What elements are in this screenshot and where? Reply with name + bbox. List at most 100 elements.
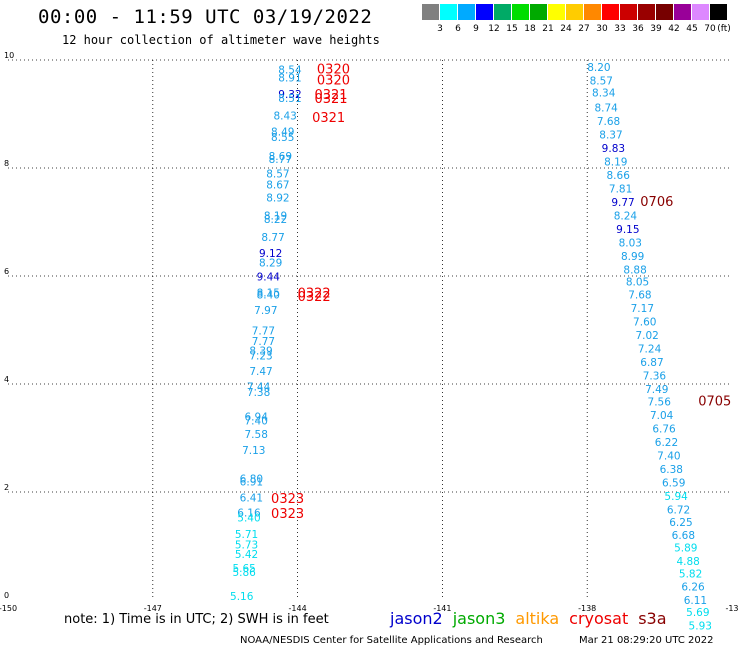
wave-height-value: 5.86 [232,567,256,579]
wave-height-value: 7.68 [597,116,620,128]
legend-label: 24 [560,24,572,34]
date-labels: 0320032003210321032103220322032303230706… [271,63,731,522]
wave-height-value: 5.93 [689,621,712,633]
wave-height-value: 6.87 [640,357,663,369]
wave-height-value: 7.36 [643,371,667,383]
wave-height-value: 8.22 [264,214,287,226]
wave-height-value: 7.60 [633,317,656,329]
y-tick-label: 2 [4,483,9,492]
wave-height-value: 6.16 [237,507,261,519]
satellite-name: s3a [638,609,667,628]
legend-label: 39 [650,24,662,34]
wave-height-value: 9.83 [602,143,625,155]
satellite-name: cryosat [569,609,629,628]
wave-height-value: 8.40 [257,290,280,302]
wave-height-value: 9.15 [616,224,639,236]
wave-height-value: 6.59 [662,478,685,490]
wave-height-value: 5.94 [664,491,688,503]
timestamp-text: Mar 21 08:29:20 UTC 2022 [579,635,714,646]
wave-height-value: 6.68 [672,530,695,542]
wave-height-value: 7.56 [648,397,672,409]
satellite-legend: jason2 jason3 altika cryosat s3a [390,609,677,628]
wave-height-value: 8.20 [587,62,610,74]
wave-height-value: 8.34 [592,88,616,100]
wave-height-value: 9.32 [278,89,301,101]
legend-swatch [512,4,529,20]
y-tick-label: 4 [4,375,9,384]
y-tick-label: 10 [4,51,14,60]
wave-height-value: 5.65 [232,563,255,575]
wave-height-value: 8.91 [278,73,301,85]
date-label: 0706 [640,195,673,210]
wave-height-value: 8.49 [271,127,294,139]
legend-swatch [548,4,565,20]
axis-labels: -150 -147 -144 -141 -138 -13 0 2 4 6 8 10 [0,51,739,613]
legend-swatch [656,4,673,20]
wave-height-value: 7.49 [645,384,668,396]
wave-height-value: 8.05 [626,277,649,289]
x-tick-label: -147 [144,604,162,613]
wave-height-value: 6.26 [681,581,705,593]
date-label: 0321 [314,88,347,103]
wave-height-value: 8.74 [594,102,618,114]
legend-label: 21 [542,24,554,34]
legend-swatch [674,4,691,20]
wave-height-value: 6.72 [667,505,690,517]
wave-height-value: 5.89 [674,542,697,554]
wave-height-value: 8.67 [266,180,289,192]
legend-label: 18 [524,24,536,34]
legend-swatch [422,4,439,20]
wave-height-value: 7.40 [657,451,680,463]
wave-height-value: 5.71 [235,529,258,541]
legend-label: 70 [704,24,716,34]
wave-height-value: 7.77 [252,336,275,348]
wave-height-value: 8.51 [278,93,301,105]
chart-subtitle: 12 hour collection of altimeter wave hei… [62,33,380,47]
legend-label: 9 [473,24,479,34]
wave-height-value: 6.91 [240,477,263,489]
legend-swatch [458,4,475,20]
date-label: 0323 [271,492,304,507]
date-label: 0321 [312,111,345,126]
wave-height-value: 8.37 [599,129,622,141]
legend-swatch [710,4,727,20]
credit-text: NOAA/NESDIS Center for Satellite Applica… [240,635,543,646]
wave-height-value: 6.80 [240,473,263,485]
wave-height-value: 8.77 [269,154,292,166]
wave-height-value: 7.47 [249,366,272,378]
satellite-name: jason2 [390,609,443,628]
wave-height-value: 7.13 [242,445,265,457]
date-label: 0323 [271,507,304,522]
x-tick-label: -13 [725,604,738,613]
x-tick-label: -150 [0,604,17,613]
wave-height-value: 7.44 [247,381,271,393]
date-label: 0322 [298,287,331,302]
wave-height-value: 7.68 [628,290,651,302]
legend-swatch [440,4,457,20]
wave-height-value: 8.99 [621,251,644,263]
wave-height-value: 5.73 [235,540,258,552]
y-tick-label: 6 [4,267,9,276]
legend-label: 42 [668,24,680,34]
wave-height-value: 6.22 [655,437,678,449]
wave-height-value: 8.29 [259,257,282,269]
wave-height-value: 8.55 [271,132,294,144]
wave-height-value: 5.42 [235,549,258,561]
satellite-name: jason3 [452,609,506,628]
legend-swatch [602,4,619,20]
legend-label: 45 [686,24,698,34]
units-note: note: 1) Time is in UTC; 2) SWH is in fe… [64,612,329,627]
wave-height-value: 6.76 [652,424,676,436]
legend-swatch [620,4,637,20]
wave-height-value: 7.40 [245,416,268,428]
wave-height-value: 8.15 [257,288,280,300]
wave-height-value: 7.58 [245,429,268,441]
date-label: 0320 [317,73,350,88]
wave-height-value: 8.03 [619,237,642,249]
wave-height-value: 6.25 [669,517,692,529]
wave-height-value: 8.43 [273,110,296,122]
wave-height-value: 6.41 [240,493,263,505]
wave-height-value: 8.24 [614,210,638,222]
wave-height-value: 9.44 [257,271,281,283]
